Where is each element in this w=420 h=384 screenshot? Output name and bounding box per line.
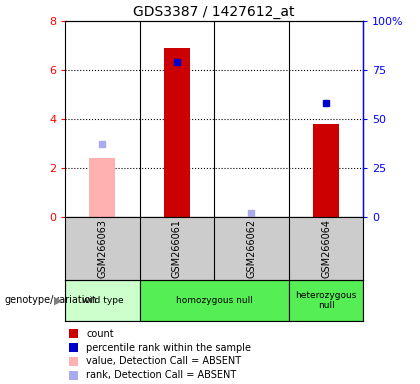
Text: GSM266061: GSM266061 <box>172 219 182 278</box>
Text: GSM266062: GSM266062 <box>247 219 257 278</box>
Text: percentile rank within the sample: percentile rank within the sample <box>86 343 251 353</box>
Text: genotype/variation: genotype/variation <box>4 295 97 306</box>
Text: ▶: ▶ <box>54 295 62 306</box>
Text: rank, Detection Call = ABSENT: rank, Detection Call = ABSENT <box>86 370 236 380</box>
Bar <box>89 158 116 217</box>
Bar <box>289 280 363 321</box>
Text: GSM266064: GSM266064 <box>321 219 331 278</box>
Text: wild type: wild type <box>81 296 123 305</box>
Text: GSM266063: GSM266063 <box>97 219 108 278</box>
Text: heterozygous
null: heterozygous null <box>295 291 357 310</box>
Text: homozygous null: homozygous null <box>176 296 253 305</box>
Bar <box>65 280 139 321</box>
Text: value, Detection Call = ABSENT: value, Detection Call = ABSENT <box>86 356 241 366</box>
Bar <box>139 280 289 321</box>
Title: GDS3387 / 1427612_at: GDS3387 / 1427612_at <box>134 5 295 19</box>
Bar <box>164 48 190 217</box>
Text: count: count <box>86 329 114 339</box>
Bar <box>313 124 339 217</box>
